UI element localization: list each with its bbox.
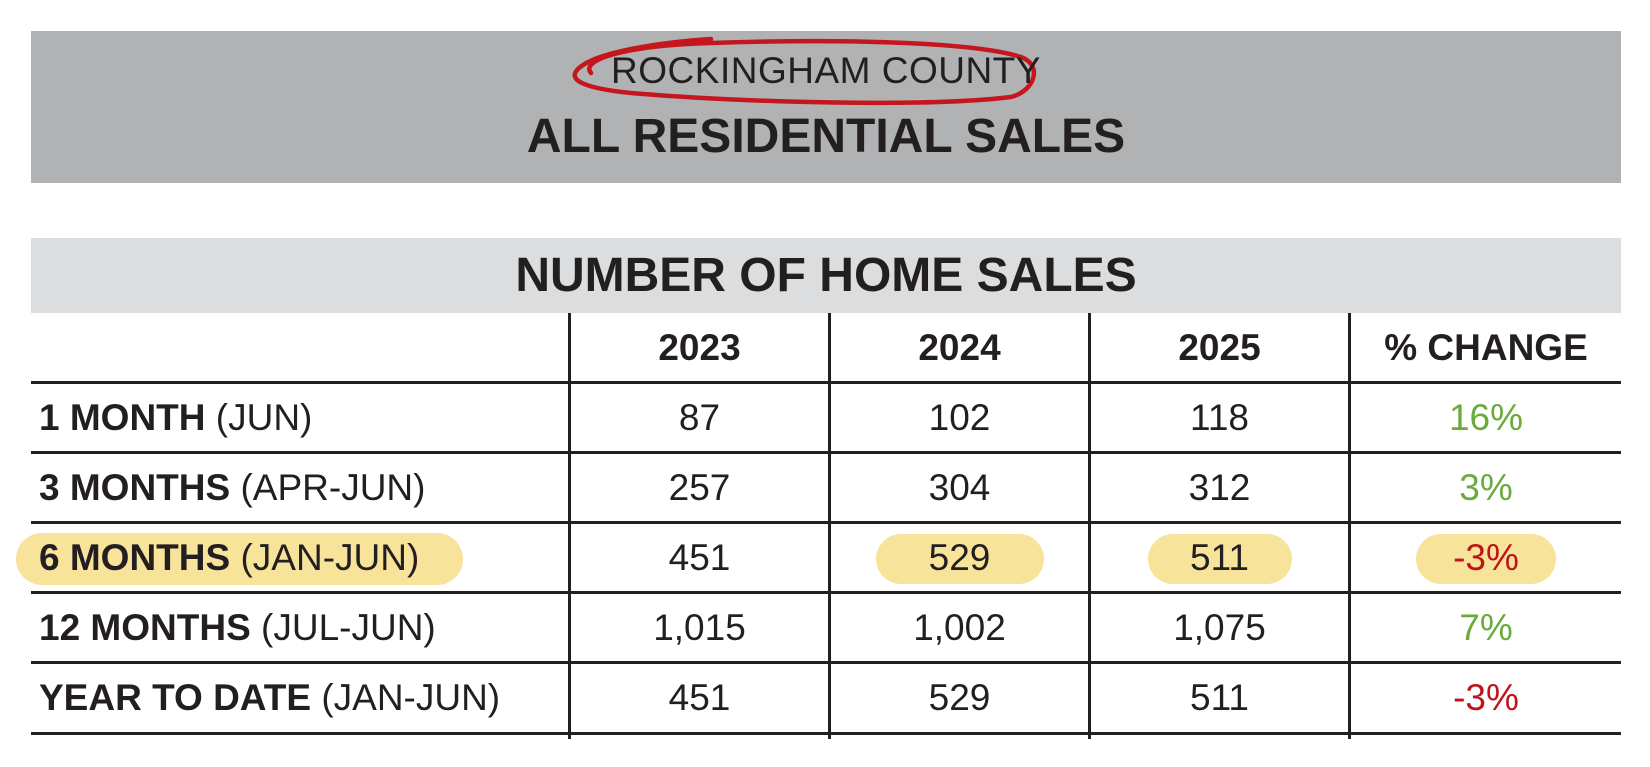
row-divider: [31, 521, 1621, 524]
table-cell-value: 1,075: [1173, 607, 1266, 648]
table-title: NUMBER OF HOME SALES: [515, 249, 1137, 302]
table-cell-value: 118: [1190, 397, 1249, 438]
row-label-name: 12 MONTHS: [39, 607, 251, 648]
header-divider: [31, 381, 1621, 384]
table-cell-value: 529: [928, 537, 991, 578]
red-circle-annotation: [572, 36, 1037, 106]
column-divider: [828, 313, 831, 739]
table-cell-value: 529: [928, 677, 991, 718]
percent-change-value: -3%: [1453, 677, 1519, 718]
table-cell-value: 1,015: [653, 607, 746, 648]
row-label: YEAR TO DATE (JAN-JUN): [39, 663, 500, 733]
row-label: 1 MONTH (JUN): [39, 383, 312, 453]
county-name: ROCKINGHAM COUNTY: [611, 50, 1041, 91]
table-cell-value: 451: [668, 677, 731, 718]
table-cell-value: 511: [1190, 677, 1249, 718]
column-divider: [1348, 313, 1351, 739]
column-divider: [1088, 313, 1091, 739]
percent-change-value: -3%: [1453, 537, 1519, 578]
row-label-name: 1 MONTH: [39, 397, 206, 438]
row-divider: [31, 591, 1621, 594]
percent-change-value: 16%: [1448, 397, 1524, 438]
row-label-period: (JUL-JUN): [250, 607, 436, 648]
value-highlight: [1147, 534, 1292, 584]
percent-change-value: 3%: [1459, 467, 1513, 508]
row-divider: [31, 661, 1621, 664]
table-cell-value: 87: [678, 397, 721, 438]
column-header: 2025: [1178, 327, 1261, 368]
table-cell-value: 257: [668, 467, 731, 508]
row-label-period: (APR-JUN): [230, 467, 426, 508]
row-label-name: YEAR TO DATE: [39, 677, 312, 718]
column-header: % CHANGE: [1384, 327, 1588, 368]
row-label-name: 6 MONTHS: [39, 537, 231, 578]
row-label: 6 MONTHS (JAN-JUN): [39, 523, 419, 593]
table-cell-value: 511: [1190, 537, 1249, 578]
column-header: 2024: [918, 327, 1001, 368]
row-label-highlight: [16, 533, 463, 585]
column-divider: [568, 313, 571, 739]
report-title: ALL RESIDENTIAL SALES: [526, 110, 1126, 163]
row-label-period: (JAN-JUN): [230, 537, 420, 578]
row-label: 12 MONTHS (JUL-JUN): [39, 593, 436, 663]
table-bottom-border: [31, 732, 1621, 735]
header-band: ROCKINGHAM COUNTY ALL RESIDENTIAL SALES: [31, 31, 1621, 183]
table-cell-value: 1,002: [913, 607, 1006, 648]
row-label-name: 3 MONTHS: [39, 467, 231, 508]
row-label-period: (JUN): [205, 397, 313, 438]
table-cell-value: 451: [668, 537, 731, 578]
row-label-period: (JAN-JUN): [311, 677, 501, 718]
column-header: 2023: [658, 327, 741, 368]
row-divider: [31, 451, 1621, 454]
table-cell-value: 102: [928, 397, 991, 438]
table-cell-value: 304: [928, 467, 991, 508]
table-cell-value: 312: [1188, 467, 1251, 508]
section-band: NUMBER OF HOME SALES: [31, 238, 1621, 313]
row-label: 3 MONTHS (APR-JUN): [39, 453, 425, 523]
percent-change-value: 7%: [1459, 607, 1513, 648]
value-highlight: [875, 534, 1044, 584]
value-highlight: [1416, 534, 1556, 584]
